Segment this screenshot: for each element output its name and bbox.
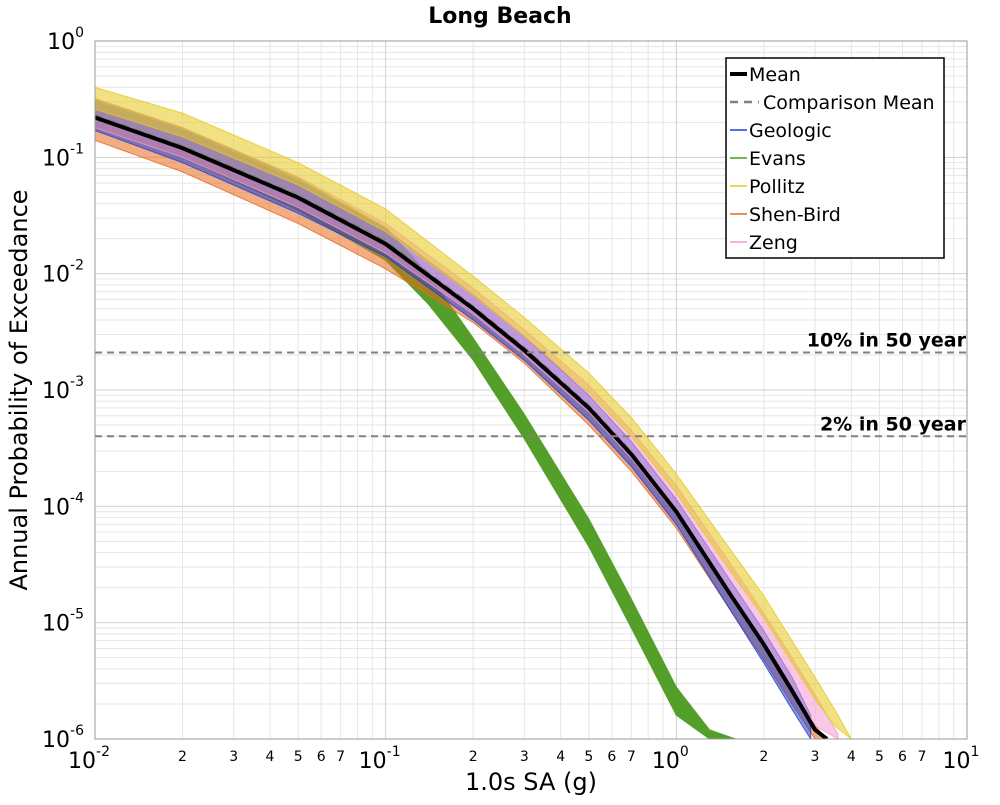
- x-minor-tick-label: 2: [759, 749, 768, 765]
- band-pollitz: [95, 86, 852, 739]
- legend-label: Comparison Mean: [763, 92, 935, 114]
- x-minor-tick-label: 6: [607, 749, 616, 765]
- y-tick-label: 10-3: [42, 374, 84, 404]
- x-minor-tick-label: 3: [520, 749, 529, 765]
- y-tick-base: 10: [42, 495, 70, 520]
- x-minor-tick-label: 2: [178, 749, 187, 765]
- x-minor-tick-label: 5: [294, 749, 303, 765]
- legend-label: Pollitz: [749, 176, 805, 198]
- x-tick-base: 10: [652, 749, 680, 774]
- x-minor-tick-label: 6: [317, 749, 326, 765]
- y-tick-exponent: -4: [70, 490, 84, 506]
- reference-lines: 10% in 50 year 2% in 50 year: [95, 330, 967, 438]
- x-minor-tick-label: 2: [469, 749, 478, 765]
- series-lines: [95, 114, 829, 739]
- x-tick-base: 10: [359, 749, 387, 774]
- y-tick-base: 10: [42, 146, 70, 171]
- legend-label: Zeng: [749, 232, 798, 254]
- legend-label: Evans: [749, 148, 806, 170]
- y-tick-exponent: -5: [70, 607, 84, 623]
- x-minor-tick-label: 3: [811, 749, 820, 765]
- x-minor-tick-label: 7: [918, 749, 927, 765]
- x-tick-exponent: 1: [971, 744, 980, 760]
- y-tick-label: 10-1: [42, 141, 84, 171]
- chart-title: Long Beach: [428, 4, 571, 29]
- legend: Mean Comparison Mean Geologic Evans Pollitz S…: [725, 57, 945, 259]
- x-minor-tick-label: 4: [556, 749, 565, 765]
- mean-line: [95, 115, 829, 739]
- y-tick-exponent: 0: [75, 25, 84, 41]
- x-minor-tick-label: 7: [627, 749, 636, 765]
- y-tick-exponent: -1: [70, 141, 84, 157]
- legend-label: Mean: [749, 64, 801, 86]
- y-tick-base: 10: [42, 612, 70, 637]
- x-minor-tick-label: 5: [584, 749, 593, 765]
- y-tick-label: 100: [47, 25, 84, 55]
- x-tick-base: 10: [68, 749, 96, 774]
- y-tick-label: 10-4: [42, 490, 84, 520]
- reference-line-label: 10% in 50 year: [807, 330, 967, 352]
- plot-frame: [94, 40, 968, 740]
- y-tick-exponent: -3: [70, 374, 84, 390]
- x-minor-tick-label: 4: [847, 749, 856, 765]
- x-tick-label: 10-1: [359, 744, 401, 774]
- x-minor-tick-label: 5: [875, 749, 884, 765]
- x-tick-label: 100: [652, 744, 689, 774]
- x-minor-tick-label: 7: [336, 749, 345, 765]
- x-tick-label: 101: [943, 744, 980, 774]
- x-minor-tick-label: 4: [266, 749, 275, 765]
- x-tick-exponent: -1: [387, 744, 401, 760]
- y-tick-base: 10: [42, 263, 70, 288]
- legend-label: Shen-Bird: [749, 204, 841, 226]
- y-tick-exponent: -6: [70, 723, 84, 739]
- y-tick-base: 10: [42, 379, 70, 404]
- x-tick-base: 10: [943, 749, 971, 774]
- x-axis-label: 1.0s SA (g): [465, 768, 597, 796]
- y-tick-base: 10: [47, 30, 75, 55]
- y-tick-label: 10-6: [42, 723, 84, 753]
- x-minor-tick-label: 3: [229, 749, 238, 765]
- x-tick-exponent: -2: [96, 744, 110, 760]
- x-minor-tick-label: 6: [898, 749, 907, 765]
- x-tick-exponent: 0: [680, 744, 689, 760]
- y-tick-exponent: -2: [70, 258, 84, 274]
- legend-box: [725, 57, 945, 259]
- x-tick-label: 10-2: [68, 744, 110, 774]
- reference-line-label: 2% in 50 year: [820, 413, 967, 435]
- y-tick-label: 10-5: [42, 607, 84, 637]
- y-axis-label: Annual Probability of Exceedance: [5, 189, 33, 590]
- y-tick-label: 10-2: [42, 258, 84, 288]
- y-tick-base: 10: [42, 728, 70, 753]
- legend-label: Geologic: [749, 120, 832, 142]
